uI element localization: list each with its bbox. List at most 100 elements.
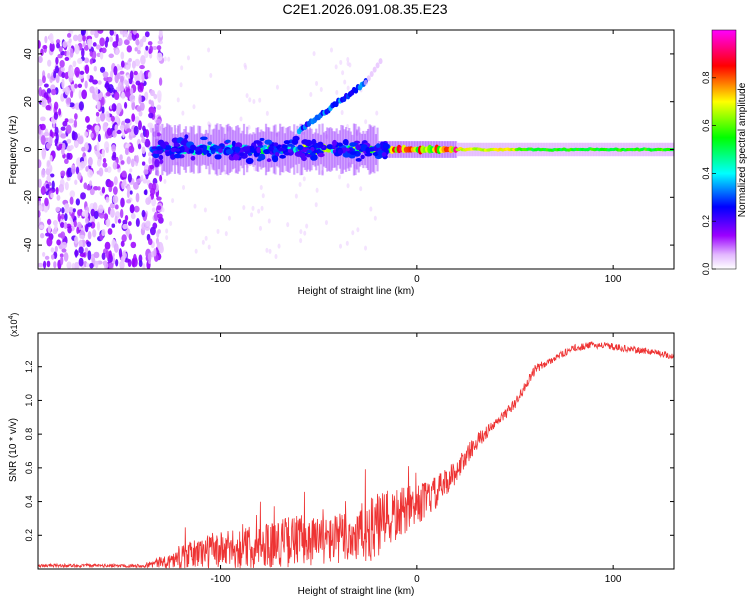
spectrogram-noise-blob	[152, 45, 158, 51]
spectrogram-line-clutter	[381, 152, 387, 157]
spectrogram-ytick-label: -40	[23, 237, 34, 252]
spectrogram-noise-blob	[46, 174, 52, 182]
spectrogram-line-clutter	[332, 139, 338, 147]
snr-multiplier: (x104)	[8, 313, 19, 337]
spectrogram-ytick-label: 40	[23, 48, 34, 60]
spectrogram-noise-blob	[156, 240, 160, 249]
spectrogram-noise-blob	[129, 94, 136, 103]
spectrogram-line-clutter	[225, 148, 234, 155]
spectrogram-noise-blob	[144, 189, 148, 196]
spectrogram-noise-blob	[204, 129, 208, 135]
spectrogram-noise-blob	[203, 207, 207, 213]
spectrogram-noise-blob	[46, 260, 51, 268]
spectrogram-noise-blob	[135, 218, 140, 227]
spectrogram-noise-blob	[298, 182, 302, 188]
spectrogram-noise-blob	[46, 218, 52, 225]
spectrogram-line-clutter	[250, 147, 256, 154]
spectrogram-noise-blob	[67, 70, 74, 79]
spectrogram-noise-blob	[258, 225, 262, 231]
spectrogram-noise-blob	[90, 30, 95, 35]
spectrogram-line-clutter	[355, 144, 361, 151]
spectrogram-noise-blob	[96, 221, 100, 231]
spectrogram-xlabel: Height of straight line (km)	[298, 286, 415, 297]
spectrogram-noise-blob	[209, 73, 213, 79]
spectrogram-noise-blob	[92, 229, 97, 238]
spectrogram-noise-blob	[131, 60, 136, 69]
spectrogram-line-clutter	[253, 140, 262, 144]
spectrogram-noise-blob	[127, 173, 132, 183]
spectrogram-noise-blob	[148, 156, 152, 165]
snr-multiplier-close: )	[9, 313, 19, 316]
spectrogram-noise-blob	[250, 212, 254, 218]
spectrogram-noise-blob	[234, 169, 238, 175]
spectrogram-noise-blob	[148, 182, 153, 190]
spectrogram-noise-blob	[97, 80, 102, 85]
spectrogram-noise-blob	[124, 79, 128, 85]
spectrogram-noise-blob	[138, 94, 142, 105]
spectrogram-noise-blob	[186, 55, 190, 61]
colorbar-tick-label: 0.4	[701, 167, 711, 180]
spectrogram-noise-blob	[72, 60, 77, 68]
spectrogram-noise-blob	[109, 36, 114, 42]
spectrogram-noise-blob	[156, 196, 162, 201]
spectrogram-noise-blob	[45, 142, 52, 150]
spectrogram-noise-blob	[156, 104, 162, 110]
spectrogram-noise-blob	[175, 161, 179, 167]
spectrogram-secondary-line	[369, 70, 374, 77]
snr-marks	[38, 340, 674, 569]
spectrogram-noise-blob	[95, 116, 101, 123]
spectrogram-line-clutter	[317, 152, 325, 158]
spectrogram-noise-blob	[89, 86, 95, 94]
spectrogram-noise-blob	[121, 170, 127, 178]
spectrogram-noise-blob	[108, 53, 114, 59]
spectrogram-noise-blob	[112, 195, 119, 204]
spectrogram-noise-blob	[110, 115, 115, 122]
spectrogram-noise-blob	[72, 208, 76, 213]
spectrogram-noise-blob	[81, 30, 86, 36]
spectrogram-line-clutter	[317, 141, 324, 149]
spectrogram-noise-blob	[55, 56, 59, 65]
spectrogram-line-clutter	[301, 139, 309, 145]
spectrogram-noise-blob	[79, 70, 85, 75]
spectrogram-noise-blob	[208, 122, 212, 128]
spectrogram-noise-blob	[123, 101, 128, 109]
spectrogram-noise-blob	[302, 176, 306, 182]
spectrogram-noise-blob	[142, 125, 146, 132]
spectrogram-panel: -100 0 100 -40 -20 0 20 40 Height of straight l…	[8, 29, 675, 297]
spectrogram-noise-blob	[369, 206, 373, 212]
spectrogram-noise-blob	[41, 97, 47, 108]
spectrogram-noise-blob	[113, 91, 120, 101]
spectrogram-noise-blob	[105, 196, 110, 203]
spectrogram-noise-blob	[119, 260, 125, 269]
spectrogram-noise-blob	[109, 70, 114, 80]
spectrogram-noise-blob	[61, 72, 66, 79]
spectrogram-noise-blob	[46, 237, 53, 247]
spectrogram-noise-blob	[364, 245, 368, 251]
spectrogram-noise-blob	[130, 241, 137, 249]
spectrogram-noise-blob	[61, 78, 65, 89]
spectrogram-noise-blob	[158, 159, 164, 164]
spectrogram-line-clutter	[368, 147, 374, 152]
spectrogram-secondary-line	[372, 66, 377, 73]
spectrogram-noise-blob	[50, 247, 55, 253]
spectrogram-noise-blob	[97, 186, 101, 191]
spectrogram-secondary-line	[375, 62, 380, 69]
spectrogram-noise-blob	[137, 50, 141, 55]
spectrogram-noise-blob	[124, 118, 131, 124]
spectrogram-line-clutter	[165, 151, 171, 157]
spectrogram-noise-blob	[329, 47, 333, 53]
spectrogram-noise-blob	[138, 260, 143, 267]
spectrogram-noise-blob	[99, 66, 106, 73]
spectrogram-noise-blob	[78, 89, 82, 100]
spectrogram-noise-blob	[364, 119, 368, 125]
spectrogram-noise-blob	[96, 141, 100, 152]
colorbar-tick-label: 0.2	[701, 215, 711, 228]
spectrogram-noise-blob	[115, 48, 119, 56]
spectrogram-noise-blob	[324, 220, 328, 226]
spectrogram-noise-blob	[99, 212, 105, 219]
snr-ytick-label: 1.0	[24, 394, 34, 407]
spectrogram-noise-blob	[141, 209, 146, 218]
spectrogram-noise-blob	[120, 197, 125, 208]
figure-title: C2E1.2026.091.08.35.E23	[282, 1, 447, 17]
spectrogram-noise-blob	[39, 224, 44, 229]
